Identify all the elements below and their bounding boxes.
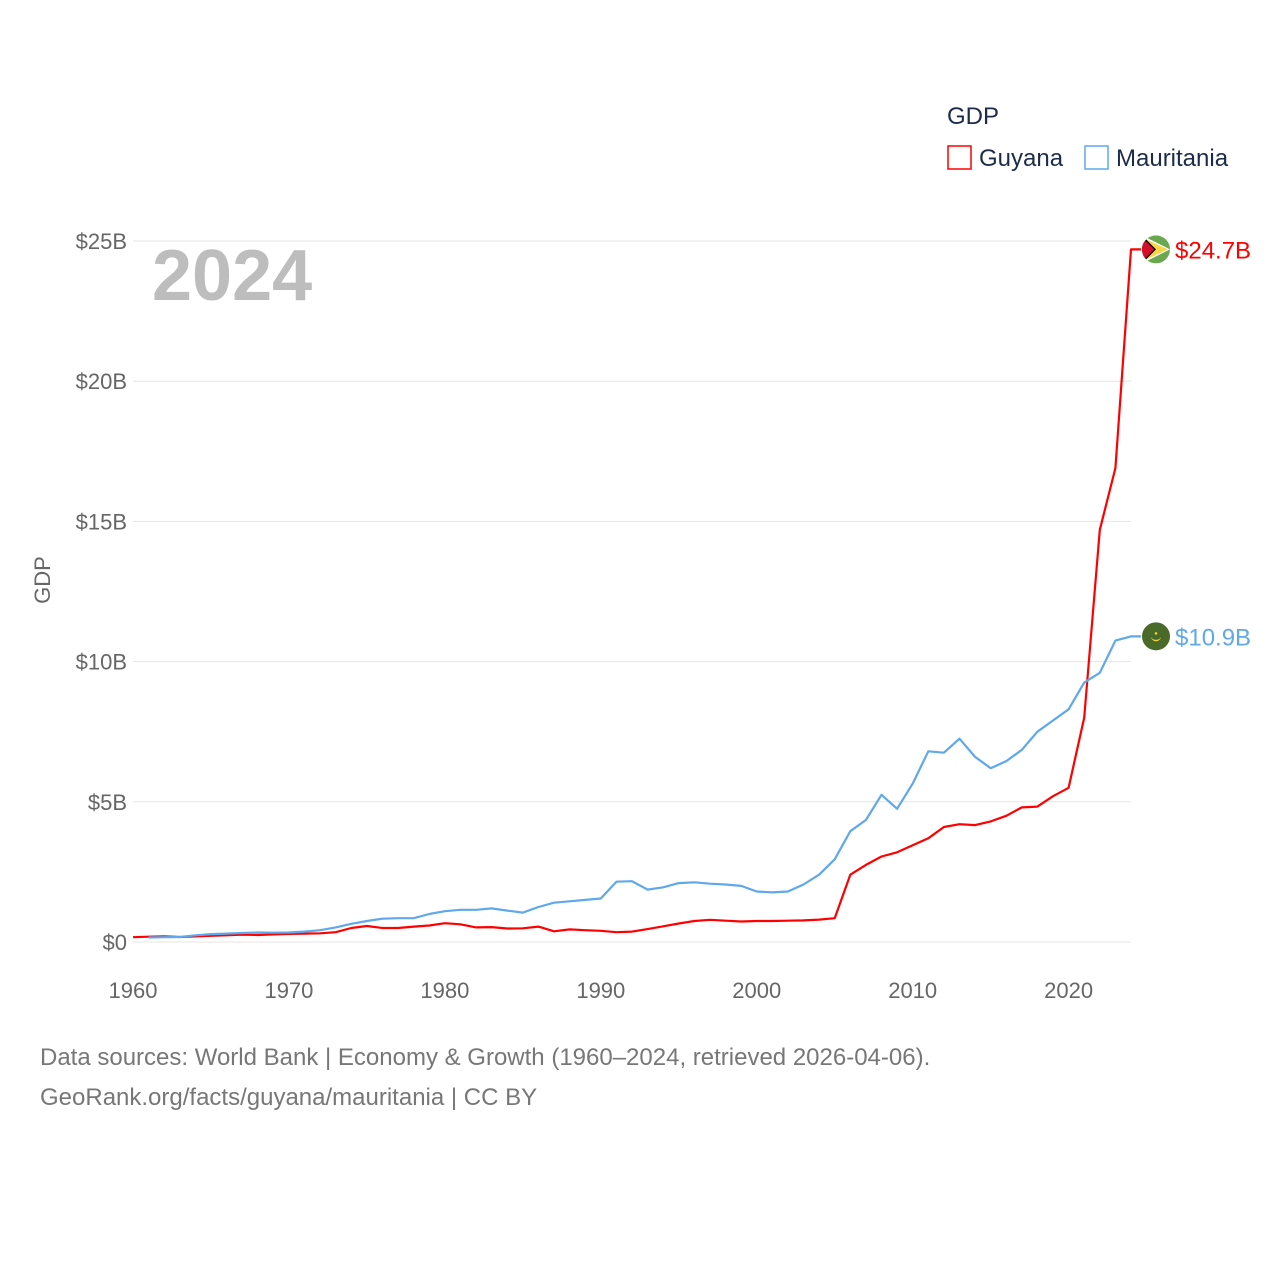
grid-lines: [133, 240, 1131, 943]
legend-swatch-guyana: [947, 145, 972, 170]
x-tick-label: 2000: [732, 978, 781, 1003]
legend-item-guyana[interactable]: Guyana: [947, 145, 1064, 172]
legend-swatch-mauritania: [1084, 145, 1109, 170]
end-label-guyana: $24.7B: [1175, 237, 1251, 264]
y-tick-label: $10B: [76, 650, 127, 675]
series-line-guyana: [132, 248, 1141, 939]
x-tick-label: 1960: [109, 978, 158, 1003]
series-lines: [132, 248, 1141, 939]
legend-item-mauritania[interactable]: Mauritania: [1084, 145, 1229, 172]
legend-label-guyana: Guyana: [979, 145, 1064, 172]
y-axis-label: GDP: [30, 556, 55, 604]
footer-sources: Data sources: World Bank | Economy & Gro…: [40, 1044, 931, 1071]
y-tick-label: $20B: [76, 369, 127, 394]
end-labels: $24.7B $10.9B: [1142, 235, 1251, 651]
x-tick-label: 2010: [888, 978, 937, 1003]
guyana-flag-icon: [1142, 235, 1170, 264]
end-label-mauritania: $10.9B: [1175, 624, 1251, 651]
mauritania-flag-icon: [1142, 622, 1170, 651]
x-tick-label: 1990: [576, 978, 625, 1003]
x-tick-label: 2020: [1044, 978, 1093, 1003]
legend-label-mauritania: Mauritania: [1116, 145, 1229, 172]
y-axis-ticks: $0 $5B $10B $15B $20B $25B: [76, 229, 127, 955]
series-line-mauritania: [148, 635, 1141, 939]
x-tick-label: 1970: [264, 978, 313, 1003]
legend-title: GDP: [947, 103, 999, 130]
y-tick-label: $5B: [88, 790, 127, 815]
x-tick-label: 1980: [420, 978, 469, 1003]
legend: GDP Guyana Mauritania: [947, 103, 1229, 172]
y-tick-label: $25B: [76, 229, 127, 254]
y-tick-label: $15B: [76, 509, 127, 534]
year-watermark: 2024: [152, 236, 312, 316]
footer-attribution: GeoRank.org/facts/guyana/mauritania | CC…: [40, 1084, 538, 1111]
y-tick-label: $0: [103, 930, 127, 955]
x-axis-ticks: 1960 1970 1980 1990 2000 2010 2020: [109, 978, 1094, 1003]
